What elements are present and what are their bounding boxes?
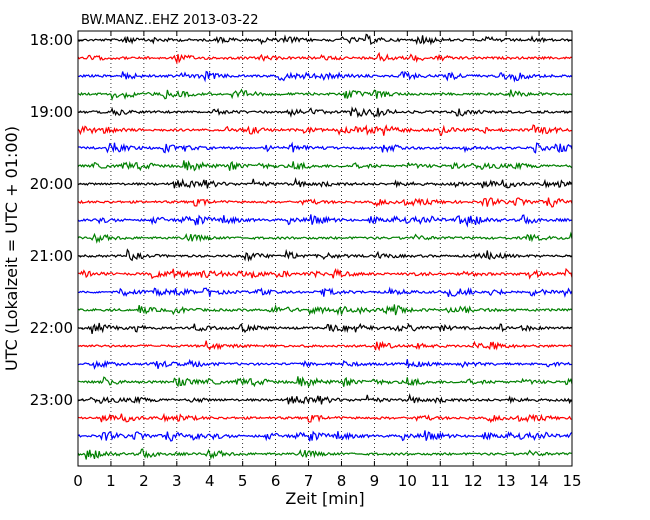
trace-line [77, 214, 573, 228]
x-tick-label: 13 [497, 472, 516, 490]
x-tick-label: 5 [238, 472, 248, 490]
x-tick-label: 4 [205, 472, 215, 490]
trace-line [77, 448, 573, 460]
x-tick-label: 8 [337, 472, 347, 490]
x-tick-label: 9 [370, 472, 380, 490]
trace-line [77, 393, 573, 405]
chart-title: BW.MANZ..EHZ 2013-03-22 [81, 13, 259, 28]
x-tick-label: 7 [304, 472, 314, 490]
trace-line [78, 141, 573, 154]
trace-line [77, 303, 573, 316]
trace-line [77, 412, 573, 424]
x-tick-label: 0 [73, 472, 83, 490]
y-tick-label: 20:00 [30, 175, 73, 193]
y-tick-label: 18:00 [30, 31, 73, 49]
x-tick-label: 14 [530, 472, 549, 490]
x-tick-label: 12 [464, 472, 483, 490]
x-tick-label: 2 [139, 472, 149, 490]
y-tick-label: 21:00 [30, 247, 73, 265]
trace-line [77, 231, 573, 244]
trace-line [77, 197, 573, 208]
x-tick-label: 11 [431, 472, 450, 490]
x-tick-label: 1 [106, 472, 116, 490]
trace-line [77, 106, 573, 119]
x-tick-label: 10 [398, 472, 417, 490]
trace-line [77, 430, 573, 442]
trace-line [77, 33, 573, 46]
trace-line [77, 70, 573, 83]
y-tick-label: 22:00 [30, 319, 73, 337]
x-tick-label: 3 [172, 472, 182, 490]
y-tick-label: 23:00 [30, 391, 73, 409]
trace-line [77, 88, 573, 102]
trace-line [77, 160, 573, 172]
trace-line [77, 51, 573, 65]
grid-lines [110, 31, 540, 466]
x-axis-label: Zeit [min] [285, 489, 364, 508]
trace-line [77, 177, 572, 189]
plot-frame [77, 30, 573, 467]
trace-line [77, 267, 573, 280]
trace-line [78, 376, 573, 388]
trace-line [77, 358, 573, 370]
traces [77, 33, 573, 460]
x-tick-label: 6 [271, 472, 281, 490]
trace-line [77, 286, 573, 298]
trace-line [78, 248, 573, 263]
axis-ticks: 0 1 2 3 4 5 6 7 8 9 10 11 12 13 14 1518:0019:0020:0021:… [30, 31, 582, 490]
trace-line [77, 322, 573, 335]
y-tick-label: 19:00 [30, 103, 73, 121]
trace-line [77, 124, 573, 137]
x-tick-label: 15 [562, 472, 581, 490]
trace-line [77, 340, 573, 352]
y-axis-label: UTC (Lokalzeit = UTC + 01:00) [2, 126, 21, 371]
